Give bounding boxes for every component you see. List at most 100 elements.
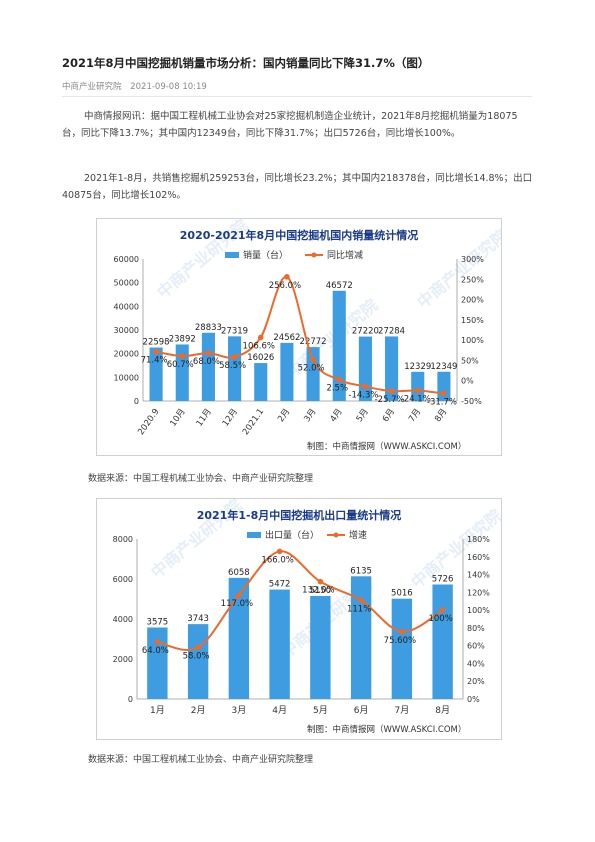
domestic-chart-growth-point xyxy=(414,387,421,394)
export-chart-growth-label: 58.0% xyxy=(183,651,210,661)
domestic-chart-growth-label: 60.7% xyxy=(167,360,194,370)
domestic-chart-category-label: 4月 xyxy=(329,407,345,424)
domestic-sales-chart: 中商产业研究院 中商产业研究院 中商产业研究院 2020-2021年8月中国挖掘机国内… xyxy=(96,218,502,456)
domestic-chart-bar-value-label: 23892 xyxy=(169,334,196,344)
data-source-note-1: 数据来源：中国工程机械工业协会、中商产业研究院整理 xyxy=(88,474,314,484)
domestic-chart-category-label: 11月 xyxy=(195,407,214,429)
export-chart-growth-point xyxy=(317,578,324,585)
domestic-chart-growth-label: -24.1% xyxy=(401,394,431,404)
export-chart: 中商产业研究院中商产业研究院中商产业研究院2021年1-8月中国挖掘机出口量统计… xyxy=(96,498,502,740)
export-chart-growth-label: 117.0% xyxy=(221,599,253,609)
article-paragraph-2: 2021年1-8月，共销售挖掘机259253台，同比增长23.2%；其中国内21… xyxy=(62,173,533,201)
export-chart-growth-point xyxy=(154,639,161,645)
export-chart-right-tick-label: 40% xyxy=(467,659,485,668)
domestic-chart-right-tick-label: 300% xyxy=(461,255,484,264)
export-chart-bar xyxy=(147,627,168,699)
article-paragraph-1: 中商情报网讯：据中国工程机械工业协会对25家挖掘机制造企业统计，2021年8月挖… xyxy=(62,111,518,139)
domestic-chart-growth-point xyxy=(362,383,369,390)
export-chart-bar-value-label: 6135 xyxy=(350,566,372,576)
export-chart-bar xyxy=(391,598,413,699)
export-chart-growth-label: 64.0% xyxy=(142,646,169,656)
domestic-chart-growth-label: 2.5% xyxy=(326,384,348,394)
domestic-chart-bar-value-label: 24562 xyxy=(273,333,300,343)
export-chart-svg: 中商产业研究院中商产业研究院中商产业研究院2021年1-8月中国挖掘机出口量统计… xyxy=(113,499,501,735)
domestic-chart-bar xyxy=(254,363,268,401)
domestic-chart-left-tick-label: 0 xyxy=(134,397,139,406)
domestic-chart-bar-value-label: 12349 xyxy=(430,362,457,372)
domestic-chart-legend-line-label: 同比增减 xyxy=(327,249,363,261)
domestic-chart-bar-value-label: 28833 xyxy=(195,323,222,333)
divider xyxy=(62,96,532,97)
export-chart-category-label: 1月 xyxy=(150,705,165,716)
export-chart-right-tick-label: 20% xyxy=(467,677,485,686)
export-chart-growth-point xyxy=(358,597,364,604)
domestic-chart-growth-label: -25.7% xyxy=(375,395,405,405)
export-chart-growth-label: 111% xyxy=(347,604,371,614)
domestic-chart-category-label: 2021.1 xyxy=(241,407,266,437)
domestic-chart-right-tick-label: 150% xyxy=(461,316,484,325)
domestic-chart-growth-label: 106.6% xyxy=(243,341,275,351)
export-chart-bar-value-label: 5016 xyxy=(391,589,413,599)
domestic-chart-growth-point xyxy=(284,274,290,280)
article-source[interactable]: 中商产业研究院 xyxy=(62,82,122,92)
domestic-chart-growth-point xyxy=(179,353,186,359)
domestic-chart-category-label: 2月 xyxy=(276,407,292,424)
domestic-chart-legend-bar-swatch xyxy=(225,252,239,258)
domestic-chart-bar-value-label: 27284 xyxy=(378,326,405,336)
domestic-chart-left-tick-label: 20000 xyxy=(114,350,139,359)
export-chart-growth-point xyxy=(236,592,242,598)
export-chart-right-tick-label: 80% xyxy=(467,624,485,633)
domestic-chart-left-tick-label: 60000 xyxy=(114,255,139,264)
domestic-chart-growth-point xyxy=(441,390,447,397)
export-chart-credit: 制图：中商情报网（WWW.ASKCI.COM） xyxy=(307,724,466,735)
domestic-chart-right-tick-label: 0% xyxy=(461,377,474,386)
domestic-chart-left-tick-label: 40000 xyxy=(114,302,139,311)
export-chart-category-label: 8月 xyxy=(435,705,450,716)
domestic-chart-bar xyxy=(306,347,320,401)
domestic-chart-growth-point xyxy=(153,348,159,355)
domestic-chart-growth-point xyxy=(231,354,238,360)
export-chart-legend-line-marker xyxy=(333,532,339,538)
export-chart-growth-line xyxy=(157,550,444,652)
domestic-chart-growth-point xyxy=(388,388,395,394)
domestic-chart-bar xyxy=(411,371,425,401)
domestic-chart-bar-value-label: 12329 xyxy=(404,362,431,372)
export-chart-left-tick-label: 0 xyxy=(128,695,133,704)
article-meta: 中商产业研究院 2021-09-08 10:19 xyxy=(62,80,213,92)
export-chart-category-label: 7月 xyxy=(395,705,410,716)
domestic-chart-left-tick-label: 50000 xyxy=(114,279,139,288)
data-source-note-2: 数据来源：中国工程机械工业协会、中商产业研究院整理 xyxy=(88,755,314,765)
export-chart-category-label: 2月 xyxy=(191,705,206,716)
export-chart-left-tick-label: 2000 xyxy=(113,655,133,664)
domestic-chart-bar xyxy=(175,344,189,401)
export-chart-legend-bar-swatch xyxy=(247,532,261,538)
export-chart-legend-line-label: 增速 xyxy=(349,529,367,541)
domestic-chart-growth-label: 256.0% xyxy=(269,281,301,291)
export-chart-left-tick-label: 4000 xyxy=(113,615,133,624)
export-chart-growth-label: 100% xyxy=(428,614,452,624)
export-chart-right-tick-label: 180% xyxy=(467,535,490,544)
domestic-chart-title: 2020-2021年8月中国挖掘机国内销量统计情况 xyxy=(180,228,418,242)
export-chart-bar-value-label: 6058 xyxy=(228,568,250,578)
export-chart-growth-point xyxy=(195,644,201,651)
domestic-chart-growth-point xyxy=(205,350,212,356)
export-chart-bar xyxy=(269,589,290,699)
domestic-sales-chart-svg: 中商产业研究院中商产业研究院中商产业研究院2020-2021年8月中国挖掘机国内… xyxy=(114,219,501,452)
export-chart-category-label: 5月 xyxy=(313,705,328,716)
export-chart-right-tick-label: 100% xyxy=(467,606,490,615)
domestic-chart-bar-value-label: 16026 xyxy=(247,353,274,363)
export-chart-right-tick-label: 120% xyxy=(467,588,490,597)
export-chart-growth-point xyxy=(439,607,446,613)
domestic-chart-left-tick-label: 30000 xyxy=(114,326,139,335)
domestic-chart-growth-point xyxy=(257,334,264,341)
export-chart-right-tick-label: 140% xyxy=(467,571,490,580)
domestic-chart-bar xyxy=(228,336,242,401)
export-chart-category-label: 6月 xyxy=(354,705,369,716)
article-title: 2021年8月中国挖掘机销量市场分析：国内销量同比下降31.7%（图） xyxy=(62,56,430,70)
domestic-chart-right-tick-label: -50% xyxy=(461,397,482,406)
domestic-chart-left-tick-label: 10000 xyxy=(114,373,139,382)
export-chart-category-label: 3月 xyxy=(232,705,247,716)
domestic-chart-category-label: 3月 xyxy=(302,407,318,424)
domestic-chart-bar-value-label: 22598 xyxy=(143,338,170,348)
export-chart-bar xyxy=(432,584,453,699)
